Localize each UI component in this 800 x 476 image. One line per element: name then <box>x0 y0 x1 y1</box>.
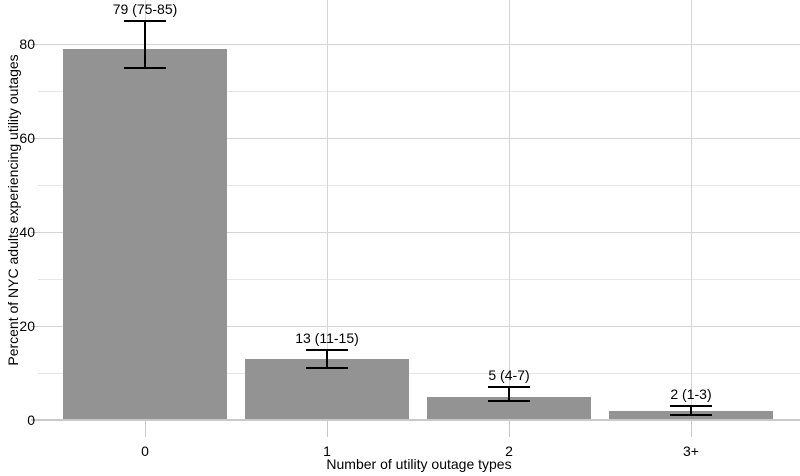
error-bar-line-1 <box>326 349 328 369</box>
error-bar-line-0 <box>144 20 146 68</box>
error-bar-cap-top-0 <box>124 19 166 22</box>
error-bar-cap-bottom-1 <box>306 367 348 370</box>
x-tick-2 <box>508 421 510 437</box>
y-tick-20 <box>31 325 38 327</box>
y-tick-80 <box>31 43 38 45</box>
x-tick-label-0: 0 <box>141 443 149 459</box>
y-tick-60 <box>31 137 38 139</box>
y-tick-label-80: 80 <box>19 36 35 53</box>
x-tick-label-1: 1 <box>323 443 331 459</box>
plot-area: 79 (75-85) 13 (11-15) 5 (4-7) 2 (1-3) <box>38 0 800 420</box>
bar-value-label-1: 13 (11-15) <box>295 329 359 346</box>
bar-value-label-3+: 2 (1-3) <box>670 385 712 402</box>
gridline-major-y80 <box>38 43 800 45</box>
y-tick-label-20: 20 <box>19 318 35 335</box>
x-axis-line <box>31 419 800 421</box>
error-bar-line-3+ <box>690 405 692 416</box>
x-tick-3+ <box>690 421 692 437</box>
y-tick-label-60: 60 <box>19 130 35 147</box>
error-bar-cap-bottom-0 <box>124 66 166 69</box>
gridline-minor-y30 <box>38 278 800 280</box>
bar-value-label-0: 79 (75-85) <box>112 0 178 17</box>
gridline-vertical-3+ <box>690 0 692 420</box>
gridline-minor-y50 <box>38 184 800 186</box>
y-tick-40 <box>31 231 38 233</box>
x-tick-0 <box>144 421 146 437</box>
gridline-vertical-2 <box>508 0 510 420</box>
gridline-minor-y10 <box>38 372 800 374</box>
y-tick-label-0: 0 <box>27 412 35 428</box>
error-bar-cap-bottom-2 <box>488 400 530 403</box>
bar-category-0 <box>63 48 227 420</box>
x-axis-title: Number of utility outage types <box>326 456 512 472</box>
bar-value-label-2: 5 (4-7) <box>488 367 530 384</box>
y-tick-0 <box>31 419 38 421</box>
y-tick-label-40: 40 <box>19 224 35 241</box>
bar-category-2 <box>427 396 591 420</box>
error-bar-cap-top-3+ <box>670 404 712 407</box>
x-tick-label-2: 2 <box>505 443 513 459</box>
error-bar-line-2 <box>508 387 510 402</box>
error-bar-cap-bottom-3+ <box>670 414 712 417</box>
x-tick-label-3+: 3+ <box>683 443 699 459</box>
gridline-vertical-1 <box>326 0 328 420</box>
gridline-major-y60 <box>38 137 800 139</box>
error-bar-cap-top-2 <box>488 386 530 389</box>
gridline-major-y40 <box>38 231 800 233</box>
x-tick-1 <box>326 421 328 437</box>
gridline-major-y20 <box>38 325 800 327</box>
gridline-minor-y70 <box>38 90 800 92</box>
error-bar-cap-top-1 <box>306 348 348 351</box>
